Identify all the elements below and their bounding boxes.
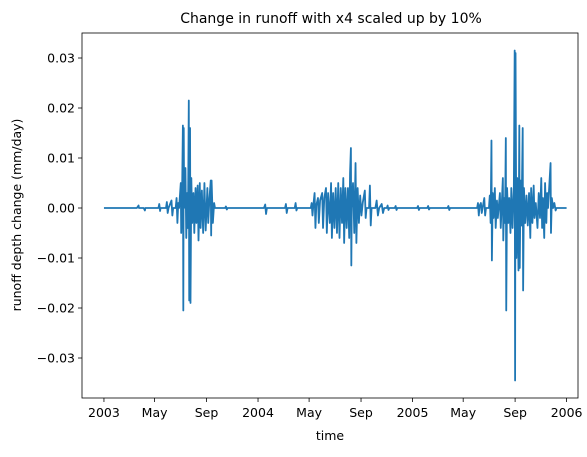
x-tick-label: Sep <box>349 405 373 420</box>
runoff-change-series-line <box>103 49 567 382</box>
x-tick-label: May <box>142 405 168 420</box>
y-tick-label: −0.03 <box>37 351 75 366</box>
axes-frame <box>81 32 579 399</box>
x-tick-label: 2005 <box>397 405 429 420</box>
x-tick-label: Sep <box>195 405 219 420</box>
y-tick-label: 0.01 <box>47 151 75 166</box>
chart-title: Change in runoff with x4 scaled up by 10… <box>180 11 482 27</box>
y-tick-label: 0.00 <box>47 201 75 216</box>
x-axis-label: time <box>316 428 345 443</box>
y-axis-label: runoff depth change (mm/day) <box>9 119 24 312</box>
x-tick-label: 2003 <box>88 405 120 420</box>
y-tick-label: −0.01 <box>37 251 75 266</box>
x-tick-label: May <box>450 405 476 420</box>
y-tick-label: 0.02 <box>47 101 75 116</box>
plot-area <box>103 49 567 382</box>
y-axis-ticks: 0.03 0.02 0.01 0.00 −0.01 −0.02 −0.03 <box>37 51 82 366</box>
y-tick-label: −0.02 <box>37 301 75 316</box>
x-tick-label: May <box>296 405 322 420</box>
x-tick-label: 2006 <box>551 405 583 420</box>
x-tick-label: 2004 <box>242 405 274 420</box>
y-tick-label: 0.03 <box>47 51 75 66</box>
x-axis-ticks: 2003 May Sep 2004 May Sep 2005 May Sep 2006 <box>88 398 583 420</box>
x-tick-label: Sep <box>503 405 527 420</box>
